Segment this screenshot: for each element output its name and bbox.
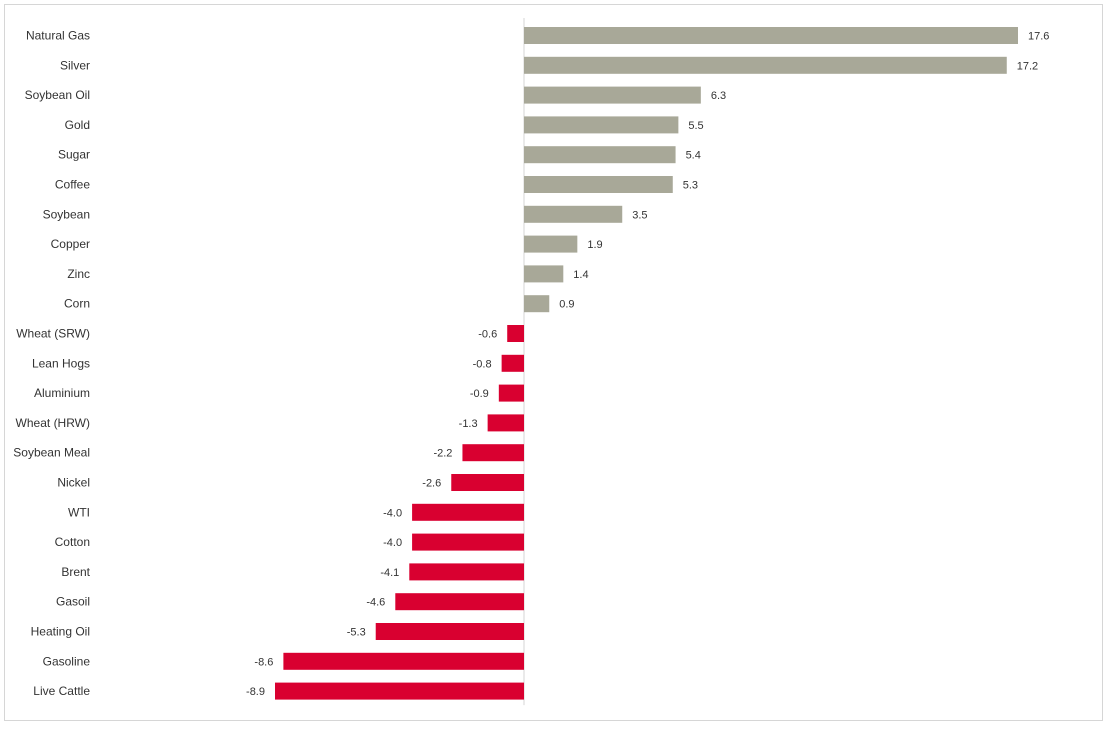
value-label: -0.6 [478, 329, 497, 341]
bars-layer [275, 27, 1018, 700]
category-label: Lean Hogs [32, 356, 90, 370]
bar-soybean [524, 205, 623, 223]
bar-soybean-meal [462, 444, 524, 462]
bar-heating-oil [375, 623, 524, 640]
bar-nickel [451, 474, 524, 491]
bar-sugar [524, 146, 676, 164]
value-label: -5.3 [347, 627, 366, 639]
category-label: Corn [64, 297, 90, 311]
category-label: Natural Gas [26, 29, 90, 43]
category-label: Coffee [55, 178, 90, 192]
bar-wheat-srw [507, 325, 524, 342]
category-label: Gold [65, 118, 90, 132]
category-label: Soybean [43, 207, 90, 221]
value-label: 0.9 [559, 299, 574, 311]
value-label: 1.4 [573, 269, 588, 281]
category-label: Aluminium [34, 386, 90, 400]
bar-gold [524, 116, 679, 134]
bar-coffee [524, 176, 673, 193]
category-label: Silver [60, 58, 90, 72]
bar-live-cattle [275, 682, 524, 700]
category-label: Heating Oil [31, 625, 90, 639]
value-label: -2.6 [422, 478, 441, 490]
bar-zinc [524, 265, 564, 283]
category-label: Soybean Oil [25, 88, 90, 102]
category-label: Gasoline [43, 654, 91, 668]
value-label: 6.3 [711, 90, 726, 102]
category-label: Wheat (HRW) [16, 416, 90, 430]
value-label: -4.0 [383, 537, 402, 549]
category-label: Cotton [55, 535, 90, 549]
value-label: 17.2 [1017, 60, 1038, 72]
value-label: 5.4 [686, 150, 701, 162]
bar-brent [409, 563, 524, 581]
category-label: Nickel [57, 476, 90, 490]
category-label: Gasoil [56, 595, 90, 609]
category-label: Brent [61, 565, 90, 579]
bar-wheat-hrw [487, 414, 524, 432]
category-label: Wheat (SRW) [16, 327, 90, 341]
bar-corn [524, 295, 550, 313]
value-label: -4.0 [383, 507, 402, 519]
value-label: -2.2 [433, 448, 452, 460]
bar-soybean-oil [524, 86, 701, 104]
value-label: -8.6 [254, 656, 273, 668]
value-label: 1.9 [587, 239, 602, 251]
value-label: -1.3 [459, 418, 478, 430]
value-label: 5.5 [688, 120, 703, 132]
bar-wti [412, 503, 524, 521]
bar-gasoline [283, 652, 524, 670]
category-label: Sugar [58, 148, 90, 162]
value-label: 5.3 [683, 180, 698, 192]
category-label: WTI [68, 505, 90, 519]
bar-lean-hogs [501, 354, 524, 372]
value-label: 3.5 [632, 209, 647, 221]
bar-natural-gas [524, 27, 1018, 44]
bar-copper [524, 235, 578, 253]
bar-cotton [412, 533, 524, 551]
bar-aluminium [498, 384, 524, 402]
value-label: -4.6 [366, 597, 385, 609]
value-label: 17.6 [1028, 31, 1049, 43]
category-label: Soybean Meal [13, 446, 90, 460]
category-label: Copper [51, 237, 90, 251]
value-label: -4.1 [380, 567, 399, 579]
bar-silver [524, 56, 1007, 74]
category-label: Live Cattle [33, 684, 90, 698]
value-label: -8.9 [246, 686, 265, 698]
value-label: -0.8 [473, 358, 492, 370]
category-label: Zinc [67, 267, 90, 281]
labels-layer: Natural Gas 17.6 Silver 17.2 Soybean Oil 6.3 G… [13, 29, 1049, 699]
value-label: -0.9 [470, 388, 489, 400]
bar-gasoil [395, 593, 524, 611]
